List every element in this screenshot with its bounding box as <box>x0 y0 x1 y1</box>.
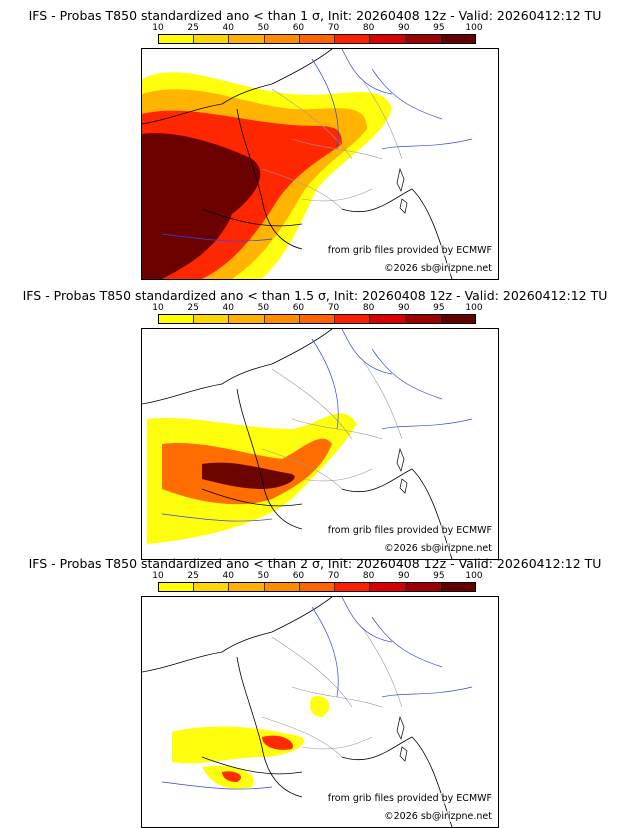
map-svg <box>142 597 473 827</box>
probability-map: from grib files provided by ECMWF ©2026 … <box>141 328 499 560</box>
colorbar-tick-label: 40 <box>222 23 234 33</box>
copyright-credit: ©2026 sb@irizpne.net <box>384 263 492 274</box>
coastline <box>142 597 453 827</box>
colorbar-tick-label: 60 <box>292 571 305 581</box>
copyright-credit: ©2026 sb@irizpne.net <box>384 811 492 822</box>
colorbar-segment <box>440 315 475 323</box>
probability-map: from grib files provided by ECMWF ©2026 … <box>141 48 499 280</box>
colorbar-tick-label: 40 <box>222 303 234 313</box>
colorbar-segment <box>335 583 371 591</box>
colorbar-segment <box>159 583 195 591</box>
colorbar-tick-label: 70 <box>327 571 340 581</box>
colorbar-tick-label: 25 <box>187 303 199 313</box>
colorbar-segment <box>159 35 195 43</box>
coastline <box>142 329 453 559</box>
colorbar-segment <box>405 583 441 591</box>
colorbar-tick-label: 40 <box>222 571 234 581</box>
coastline <box>142 49 453 279</box>
colorbar-tick-label: 70 <box>327 23 340 33</box>
colorbar-tick-label: 95 <box>433 571 445 581</box>
colorbar-segment <box>194 583 230 591</box>
colorbar-segment <box>370 315 406 323</box>
rivers <box>161 597 473 790</box>
colorbar-segment <box>405 315 441 323</box>
rivers <box>161 49 473 242</box>
map-svg <box>142 49 473 279</box>
colorbar-tick-label: 50 <box>257 23 270 33</box>
copyright-credit: ©2026 sb@irizpne.net <box>384 543 492 554</box>
colorbar-tick-label: 50 <box>257 571 270 581</box>
colorbar-tick-label: 100 <box>465 303 483 313</box>
colorbar-segment <box>299 315 336 323</box>
colorbar-tick-label: 80 <box>362 23 375 33</box>
colorbar-segment <box>229 35 265 43</box>
colorbar-tick-label: 95 <box>433 23 445 33</box>
colorbar-tick-label: 50 <box>257 303 270 313</box>
colorbar-tick-label: 10 <box>152 303 164 313</box>
colorbar-segment <box>335 315 371 323</box>
panel-title: IFS - Probas T850 standardized ano < tha… <box>28 8 602 23</box>
colorbar-segment <box>335 35 371 43</box>
colorbar-labels: 10 25 40 50 60 70 80 90 95 100 <box>152 23 482 33</box>
colorbar-tick-label: 100 <box>465 23 483 33</box>
colorbar-segment <box>370 583 406 591</box>
source-credit: from grib files provided by ECMWF <box>327 525 492 536</box>
colorbar-segment <box>440 35 475 43</box>
colorbar-tick-label: 10 <box>152 571 164 581</box>
colorbar-segment <box>264 315 300 323</box>
colorbar-tick-label: 25 <box>187 23 199 33</box>
rivers <box>161 329 473 522</box>
colorbar-segment <box>229 583 265 591</box>
colorbar-tick-label: 90 <box>398 23 410 33</box>
colorbar <box>158 582 476 592</box>
corsica-sardinia-outline <box>396 447 408 494</box>
colorbar-segment <box>229 315 265 323</box>
colorbar <box>158 314 476 324</box>
colorbar-segment <box>405 35 441 43</box>
source-credit: from grib files provided by ECMWF <box>327 245 492 256</box>
colorbar-segment <box>299 35 336 43</box>
colorbar-tick-label: 25 <box>187 571 199 581</box>
colorbar-segment <box>194 35 230 43</box>
colorbar-tick-label: 90 <box>398 303 410 313</box>
probability-area <box>222 735 293 782</box>
colorbar-segment <box>194 315 230 323</box>
probability-area <box>202 462 295 489</box>
colorbar-segment <box>440 583 475 591</box>
colorbar-segment <box>264 583 300 591</box>
panel-title: IFS - Probas T850 standardized ano < tha… <box>22 288 608 303</box>
colorbar-tick-label: 10 <box>152 23 164 33</box>
probability-area <box>172 696 330 789</box>
colorbar-labels: 10 25 40 50 60 70 80 90 95 100 <box>152 571 482 581</box>
corsica-sardinia-outline <box>396 715 408 762</box>
colorbar-segment <box>299 583 336 591</box>
colorbar-tick-label: 80 <box>362 571 375 581</box>
colorbar-tick-label: 70 <box>327 303 340 313</box>
colorbar-tick-label: 60 <box>292 303 305 313</box>
colorbar <box>158 34 476 44</box>
colorbar-segment <box>370 35 406 43</box>
colorbar-segment <box>264 35 300 43</box>
source-credit: from grib files provided by ECMWF <box>327 793 492 804</box>
colorbar-tick-label: 100 <box>465 571 483 581</box>
colorbar-tick-label: 60 <box>292 23 305 33</box>
colorbar-tick-label: 80 <box>362 303 375 313</box>
colorbar-tick-label: 95 <box>433 303 445 313</box>
corsica-sardinia-outline <box>396 167 408 214</box>
probability-map: from grib files provided by ECMWF ©2026 … <box>141 596 499 828</box>
panel-title: IFS - Probas T850 standardized ano < tha… <box>28 556 602 571</box>
colorbar-labels: 10 25 40 50 60 70 80 90 95 100 <box>152 303 482 313</box>
map-svg <box>142 329 473 559</box>
probability-area <box>142 133 261 279</box>
colorbar-segment <box>159 315 195 323</box>
colorbar-tick-label: 90 <box>398 571 410 581</box>
